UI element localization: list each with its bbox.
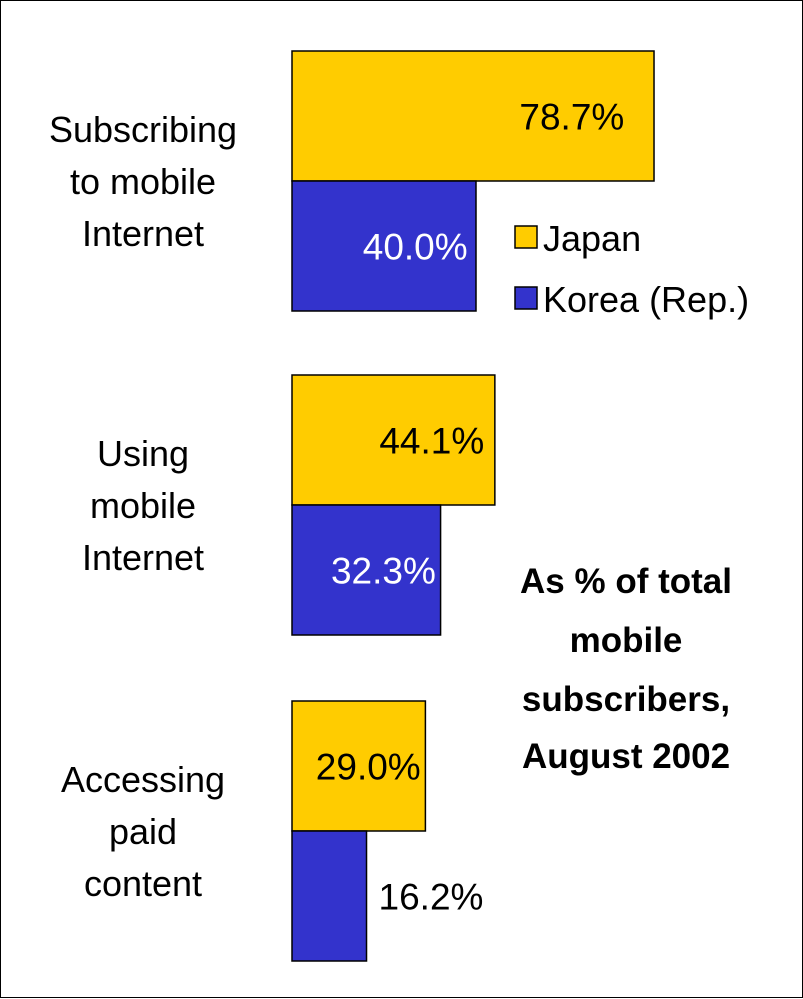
bar-korea-0 [291,180,477,312]
category-label-0-line-1: to mobile [70,161,216,202]
legend-swatch-japan [514,225,538,249]
category-label-1-line-1: mobile [90,485,196,526]
value-labels-layer: 78.7% 40.0% 44.1% 32.3% 29.0% 16.2% [316,96,625,917]
value-label-korea-2: 16.2% [379,876,484,917]
annotation-line-2: subscribers, [522,680,730,719]
value-label-japan-0: 78.7% [519,96,624,137]
annotation-line-3: August 2002 [522,737,730,776]
category-labels-layer: Subscribing to mobile Internet Using mobile I… [49,109,237,904]
value-label-korea-0: 40.0% [363,226,468,267]
annotation-line-1: mobile [570,621,683,660]
category-label-0-line-2: Internet [82,213,204,254]
value-label-japan-2: 29.0% [316,746,421,787]
annotation-line-0: As % of total [520,562,732,601]
bar-korea-2 [291,830,368,962]
category-label-1-line-0: Using [97,433,189,474]
bar-korea-1 [291,504,442,636]
value-label-korea-1: 32.3% [331,550,436,591]
bars-layer [291,50,655,962]
category-label-0-line-0: Subscribing [49,109,237,150]
legend-label-korea: Korea (Rep.) [543,279,749,320]
legend-swatch-korea [514,286,538,310]
category-label-2-line-1: paid [109,811,177,852]
legend-label-japan: Japan [543,218,641,259]
category-label-2-line-2: content [84,863,202,904]
chart-annotation: As % of total mobile subscribers, August 20… [520,562,732,776]
bar-japan-1 [291,374,496,506]
bar-japan-2 [291,700,427,832]
category-label-1-line-2: Internet [82,537,204,578]
value-label-japan-1: 44.1% [379,420,484,461]
legend: Japan Korea (Rep.) [514,218,749,320]
bar-japan-0 [291,50,655,182]
category-label-2-line-0: Accessing [61,759,225,800]
